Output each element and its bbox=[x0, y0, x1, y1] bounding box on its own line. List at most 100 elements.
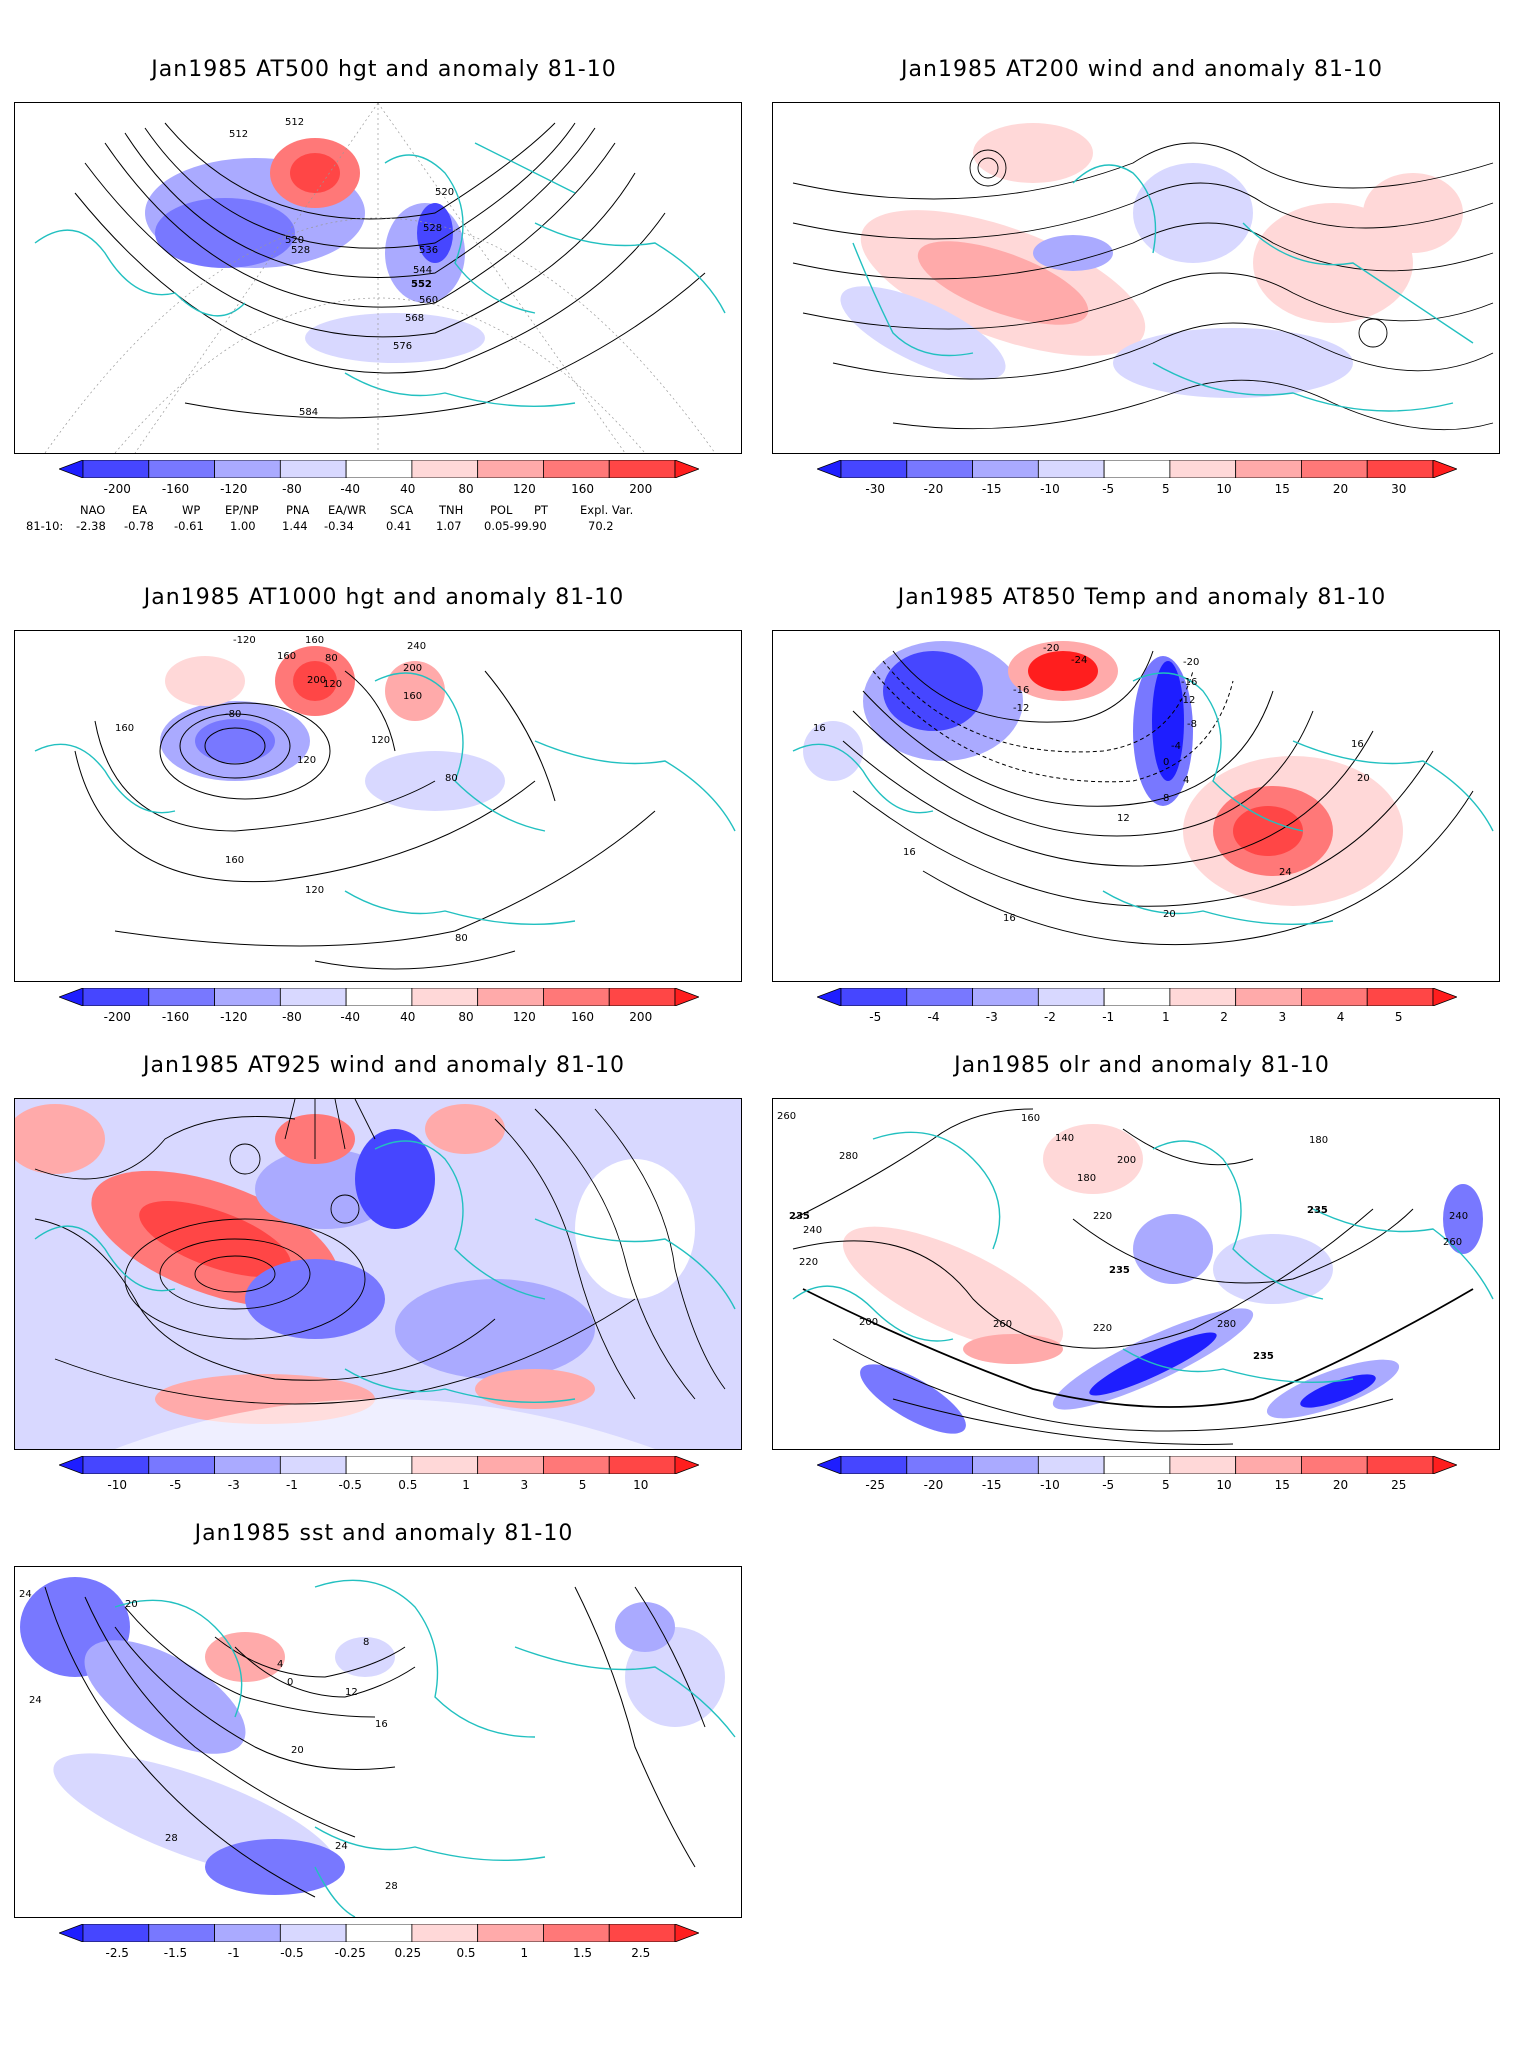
colorbar-bin bbox=[608, 1924, 676, 1942]
contour-label: 140 bbox=[1055, 1133, 1074, 1144]
streamlines bbox=[792, 142, 1494, 431]
index-value: -2.38 bbox=[76, 519, 106, 533]
colorbar-label: -5 bbox=[869, 1010, 882, 1024]
colorbar-bin bbox=[214, 988, 281, 1006]
anomaly-blob bbox=[290, 153, 340, 193]
anomaly-blob bbox=[1043, 1124, 1143, 1194]
index-value: 0.41 bbox=[386, 519, 412, 533]
colorbar-label: 3 bbox=[520, 1478, 529, 1492]
colorbar-bin bbox=[840, 988, 908, 1006]
colorbar-bin bbox=[608, 460, 676, 478]
colorbar-arrow-low bbox=[817, 1456, 842, 1474]
teleconnection-indices: NAO EA WP EP/NP PNA EA/WR SCA TNH POL PT… bbox=[2, 502, 742, 534]
colorbar-arrow-low bbox=[59, 988, 84, 1006]
colorbar-label: -0.25 bbox=[334, 1946, 366, 1960]
map-olr: 260 160 140 180 200 220 235 280 235 240 … bbox=[777, 1108, 1494, 1445]
map-frame: 260 160 140 180 200 220 235 280 235 240 … bbox=[772, 1098, 1500, 1450]
colorbar-label: -10 bbox=[107, 1478, 128, 1492]
contour-label: 160 bbox=[403, 691, 422, 702]
colorbar-label: -120 bbox=[220, 1010, 248, 1024]
contour-label: 544 bbox=[413, 265, 432, 276]
contour-label: 240 bbox=[1449, 1211, 1468, 1222]
contour-label: 120 bbox=[297, 755, 316, 766]
contour-label: 20 bbox=[1163, 909, 1176, 920]
colorbar-bin bbox=[1169, 1456, 1237, 1474]
contour-label: 20 bbox=[125, 1599, 138, 1610]
colorbar-bin bbox=[411, 988, 479, 1006]
contour-label: -120 bbox=[233, 635, 256, 646]
map-frame: 24 20 4 0 8 12 16 20 24 28 28 24 bbox=[14, 1566, 742, 1918]
colorbar-bin bbox=[148, 460, 215, 478]
panel-at1000: Jan1985 AT1000 hgt and anomaly 81-10 bbox=[14, 578, 754, 1118]
colorbar-label: -10 bbox=[1040, 482, 1060, 496]
colorbar-bin bbox=[279, 1456, 347, 1474]
panel-at500: Jan1985 AT500 hgt and anomaly 81-10 bbox=[14, 50, 754, 590]
indices-values: 81-10: -2.38 -0.78 -0.61 1.00 1.44 -0.34… bbox=[2, 518, 742, 534]
contour-label: 120 bbox=[371, 735, 390, 746]
index-value: 70.2 bbox=[588, 519, 614, 533]
colorbar-arrow-high bbox=[674, 1456, 699, 1474]
colorbar-labels: -5 -4 -3 -2 -1 1 2 3 4 5 bbox=[817, 1010, 1457, 1026]
contour-label: -12 bbox=[1013, 703, 1029, 714]
colorbar-bin bbox=[148, 1456, 215, 1474]
contour-label: 560 bbox=[419, 295, 438, 306]
colorbar-label: 4 bbox=[1336, 1010, 1345, 1024]
contour-label: 4 bbox=[1183, 775, 1189, 786]
anomaly-blob bbox=[883, 651, 983, 731]
contour-label: 536 bbox=[419, 245, 438, 256]
colorbar-bin bbox=[345, 988, 413, 1006]
contour-label: 0 bbox=[1163, 757, 1169, 768]
contour-label: 200 bbox=[1117, 1155, 1136, 1166]
colorbar-label: 5 bbox=[1394, 1010, 1403, 1024]
colorbar-label: -15 bbox=[981, 1478, 1002, 1492]
coastlines bbox=[852, 164, 1474, 412]
anomaly-blob bbox=[1133, 163, 1253, 263]
colorbar-label: -40 bbox=[340, 1010, 360, 1024]
colorbar-bin bbox=[906, 1456, 973, 1474]
contour-label: 24 bbox=[29, 1695, 42, 1706]
contour-label: 240 bbox=[803, 1225, 822, 1236]
lat-lon-grid bbox=[44, 103, 716, 453]
anomaly-blob bbox=[1028, 651, 1098, 691]
index-name: PT bbox=[534, 503, 548, 517]
anomaly-blob bbox=[615, 1602, 675, 1652]
contour-label: 20 bbox=[1357, 773, 1370, 784]
colorbar-label: -40 bbox=[340, 482, 360, 496]
anomaly-blob bbox=[803, 721, 863, 781]
coastlines bbox=[34, 142, 726, 408]
colorbar-label: 1 bbox=[520, 1946, 529, 1960]
colorbar-labels: -2.5 -1.5 -1 -0.5 -0.25 0.25 0.5 1 1.5 2… bbox=[59, 1946, 699, 1962]
map-at200 bbox=[792, 123, 1494, 431]
panel-title: Jan1985 AT850 Temp and anomaly 81-10 bbox=[897, 585, 1387, 610]
colorbar-bin bbox=[148, 988, 215, 1006]
panel-olr: Jan1985 olr and anomaly 81-10 bbox=[772, 1046, 1512, 1586]
map-frame: -120 160 200 160 80 120 240 200 160 -80 … bbox=[14, 630, 742, 982]
contour-labels: 512 512 520 528 536 544 552 560 568 576 … bbox=[229, 117, 454, 418]
contour-lines bbox=[842, 650, 1474, 946]
colorbar-bin bbox=[608, 1456, 676, 1474]
colorbar-bin bbox=[1301, 988, 1368, 1006]
colorbar-bin bbox=[82, 988, 150, 1006]
colorbar-bin bbox=[543, 1924, 610, 1942]
panel-title: Jan1985 sst and anomaly 81-10 bbox=[194, 1521, 574, 1546]
colorbar-bin bbox=[1366, 988, 1434, 1006]
contour-label: 260 bbox=[1443, 1237, 1462, 1248]
colorbar-bin bbox=[1301, 460, 1368, 478]
colorbar-arrow-high bbox=[674, 988, 699, 1006]
index-value: 0.05-99.90 bbox=[484, 519, 547, 533]
colorbar-label: -2 bbox=[1043, 1010, 1056, 1024]
anomaly-blob bbox=[425, 1104, 505, 1154]
contour-label: 576 bbox=[393, 341, 412, 352]
colorbar-label: 2 bbox=[1220, 1010, 1228, 1024]
colorbar-label: -3 bbox=[985, 1010, 998, 1024]
anomaly-blob bbox=[1033, 235, 1113, 271]
contour-label: 512 bbox=[229, 129, 248, 140]
colorbar-bin bbox=[1037, 1456, 1105, 1474]
colorbar-labels: -10 -5 -3 -1 -0.5 0.5 1 3 5 10 bbox=[59, 1478, 699, 1494]
map-frame bbox=[14, 1098, 742, 1450]
contour-lines bbox=[74, 122, 706, 419]
contour-label: 28 bbox=[165, 1833, 178, 1844]
contour-label: 235 bbox=[789, 1211, 810, 1222]
colorbar-arrow-low bbox=[59, 1924, 84, 1942]
colorbar-labels: -25 -20 -15 -10 -5 5 10 15 20 25 bbox=[817, 1478, 1457, 1494]
